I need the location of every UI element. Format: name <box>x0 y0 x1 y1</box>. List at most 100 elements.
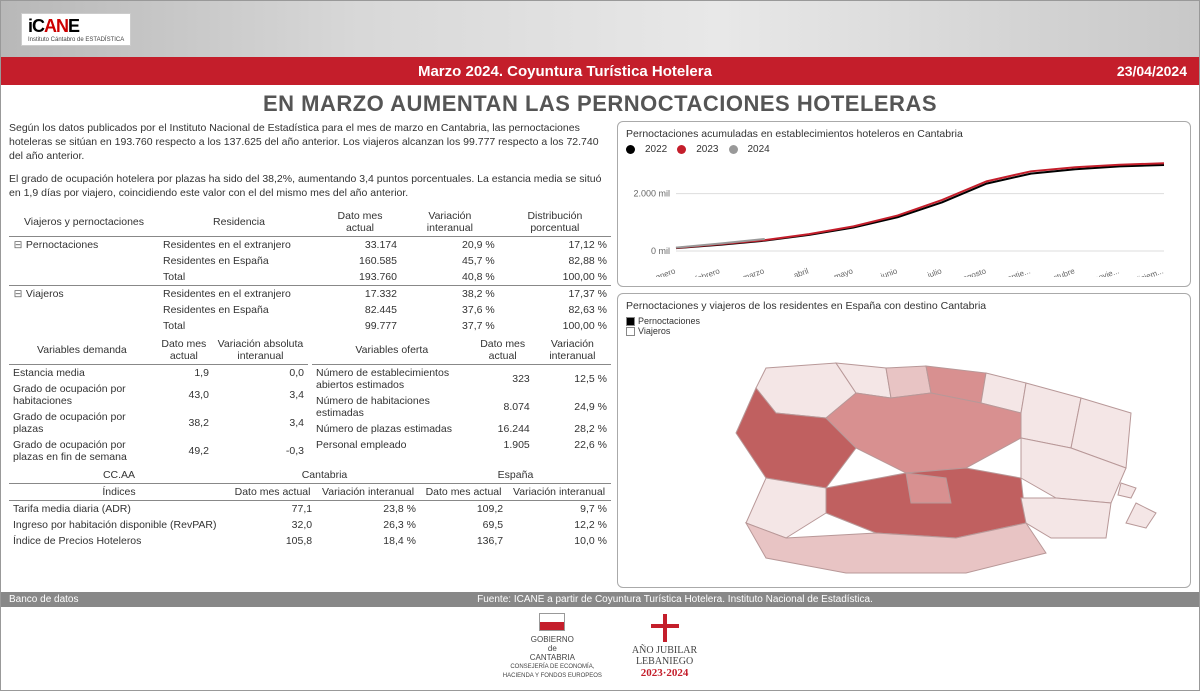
legend-viaj: Viajeros <box>638 326 670 336</box>
table-row: Número de establecimientos abiertos esti… <box>312 364 611 393</box>
svg-text:marzo: marzo <box>741 266 765 277</box>
table-row: Estancia media1,90,0 <box>9 364 308 381</box>
table-row: Índice de Precios Hoteleros105,818,4 %13… <box>9 533 611 549</box>
chart2-title: Pernoctaciones y viajeros de los residen… <box>626 300 1182 312</box>
demanda-block: Variables demanda Dato mes actual Variac… <box>9 336 308 465</box>
table-row: Personal empleado1.90522,6 % <box>312 437 611 453</box>
content-area: Según los datos publicados por el Instit… <box>1 121 1199 592</box>
svg-text:diciem...: diciem... <box>1134 266 1165 277</box>
table-viajeros-pernoctaciones: Viajeros y pernoctaciones Residencia Dat… <box>9 208 611 334</box>
ccaa-label: CC.AA <box>9 467 229 484</box>
table-row: Número de plazas estimadas16.24428,2 % <box>312 421 611 437</box>
header-banner: iCANE Instituto Cántabro de ESTADÍSTICA <box>1 1 1199 57</box>
jubilar-text: AÑO JUBILAR LEBANIEGO <box>632 645 697 667</box>
footer-source-bar: Banco de datos Fuente: ICANE a partir de… <box>1 592 1199 607</box>
oferta-block: Variables oferta Dato mes actual Variaci… <box>312 336 611 465</box>
demand-supply-row: Variables demanda Dato mes actual Variac… <box>9 336 611 465</box>
table-row: Número de habitaciones estimadas8.07424,… <box>312 393 611 421</box>
svg-text:agosto: agosto <box>962 266 988 277</box>
svg-text:0 mil: 0 mil <box>651 246 670 256</box>
table-row: Residentes en España160.58545,7 %82,88 % <box>9 253 611 269</box>
t1-h4: Distribución porcentual <box>499 208 611 237</box>
t1-h1: Residencia <box>159 208 319 237</box>
legend-pernoc: Pernoctaciones <box>638 316 700 326</box>
legend-item: 2024 <box>729 144 770 155</box>
table-row: ⊟ ViajerosResidentes en el extranjero17.… <box>9 285 611 302</box>
map-svg <box>626 338 1174 578</box>
chart1-title: Pernoctaciones acumuladas en establecimi… <box>626 128 1182 140</box>
ic0: Dato mes actual <box>229 483 316 500</box>
legend-item: 2023 <box>677 144 718 155</box>
svg-text:novie...: novie... <box>1093 266 1120 277</box>
jubilar-years: 2023·2024 <box>641 667 689 679</box>
chart-map-spain: Pernoctaciones y viajeros de los residen… <box>617 293 1191 588</box>
gob-cantabria-logo: GOBIERNO de CANTABRIA CONSEJERÍA DE ECON… <box>503 613 602 680</box>
expand-icon[interactable]: ⊟ <box>13 239 23 251</box>
oferta-title: Variables oferta <box>312 336 472 365</box>
ic3: Variación interanual <box>507 483 611 500</box>
legend-item: 2022 <box>626 144 667 155</box>
report-page: iCANE Instituto Cántabro de ESTADÍSTICA … <box>0 0 1200 691</box>
svg-text:2.000 mil: 2.000 mil <box>633 189 670 199</box>
cantabria-flag-icon <box>539 613 565 631</box>
right-column: Pernoctaciones acumuladas en establecimi… <box>617 121 1191 588</box>
demanda-title: Variables demanda <box>9 336 155 365</box>
gob-sub: CONSEJERÍA DE ECONOMÍA, HACIENDA Y FONDO… <box>503 664 602 679</box>
region-espana: España <box>420 467 611 484</box>
logo-part2: AN <box>44 16 68 36</box>
table-row: Grado de ocupación por plazas en fin de … <box>9 437 308 465</box>
oferta-c1: Variación interanual <box>534 336 611 365</box>
cross-icon <box>651 614 679 642</box>
report-date: 23/04/2024 <box>1117 63 1187 79</box>
table-indices: CC.AA Cantabria España Índices Dato mes … <box>9 467 611 549</box>
logo-part3: E <box>68 16 79 36</box>
left-column: Según los datos publicados por el Instit… <box>9 121 611 588</box>
table-row: Grado de ocupación por plazas38,23,4 <box>9 409 308 437</box>
svg-text:octubre: octubre <box>1048 266 1077 277</box>
table-row: Ingreso por habitación disponible (RevPA… <box>9 517 611 533</box>
chart1-legend: 2022 2023 2024 <box>626 144 1182 157</box>
icane-logo: iCANE Instituto Cántabro de ESTADÍSTICA <box>21 13 131 46</box>
chart1-svg: 0 mil 2.000 mil enero febrero marzo abril mayo… <box>626 157 1174 277</box>
paragraph-1: Según los datos publicados por el Instit… <box>9 121 611 164</box>
logo-subtitle: Instituto Cántabro de ESTADÍSTICA <box>28 37 124 43</box>
table-row: Tarifa media diaria (ADR)77,123,8 %109,2… <box>9 500 611 517</box>
gob-text: GOBIERNO de CANTABRIA <box>530 635 575 662</box>
legend-sq-viaj <box>626 327 635 336</box>
svg-text:enero: enero <box>654 266 677 277</box>
chart-pernoctaciones-acumuladas: Pernoctaciones acumuladas en establecimi… <box>617 121 1191 287</box>
ano-jubilar-logo: AÑO JUBILAR LEBANIEGO 2023·2024 <box>632 614 697 679</box>
t1-h3: Variación interanual <box>401 208 499 237</box>
footer-source: Fuente: ICANE a partir de Coyuntura Turí… <box>159 594 1191 605</box>
ic2: Dato mes actual <box>420 483 507 500</box>
footer-logos: GOBIERNO de CANTABRIA CONSEJERÍA DE ECON… <box>1 607 1199 690</box>
region-cantabria: Cantabria <box>229 467 420 484</box>
footer-left: Banco de datos <box>9 594 159 605</box>
table-row: Grado de ocupación por habitaciones43,03… <box>9 381 308 409</box>
svg-text:febrero: febrero <box>694 266 721 277</box>
headline: EN MARZO AUMENTAN LAS PERNOCTACIONES HOT… <box>1 85 1199 121</box>
svg-text:mayo: mayo <box>833 266 855 277</box>
legend-sq-pernoc <box>626 317 635 326</box>
oferta-c0: Dato mes actual <box>472 336 534 365</box>
demanda-c1: Variación absoluta interanual <box>213 336 308 365</box>
table-row: Residentes en España82.44537,6 %82,63 % <box>9 302 611 318</box>
svg-text:septie...: septie... <box>1002 266 1031 277</box>
report-title: Marzo 2024. Coyuntura Turística Hotelera <box>13 63 1117 80</box>
table-row: ⊟ PernoctacionesResidentes en el extranj… <box>9 236 611 253</box>
title-bar: Marzo 2024. Coyuntura Turística Hotelera… <box>1 57 1199 85</box>
map-legend: Pernoctaciones Viajeros <box>626 316 1182 336</box>
logo-part1: iC <box>28 16 44 36</box>
expand-icon[interactable]: ⊟ <box>13 288 23 300</box>
paragraph-2: El grado de ocupación hotelera por plaza… <box>9 172 611 200</box>
indices-title: Índices <box>9 483 229 500</box>
svg-text:julio: julio <box>925 266 943 277</box>
t1-h2: Dato mes actual <box>319 208 401 237</box>
t1-h0: Viajeros y pernoctaciones <box>9 208 159 237</box>
demanda-c0: Dato mes actual <box>155 336 213 365</box>
table-row: Total193.76040,8 %100,00 % <box>9 269 611 286</box>
svg-text:abril: abril <box>792 266 809 277</box>
table-row: Total99.77737,7 %100,00 % <box>9 318 611 334</box>
ic1: Variación interanual <box>316 483 420 500</box>
svg-text:junio: junio <box>879 266 899 277</box>
